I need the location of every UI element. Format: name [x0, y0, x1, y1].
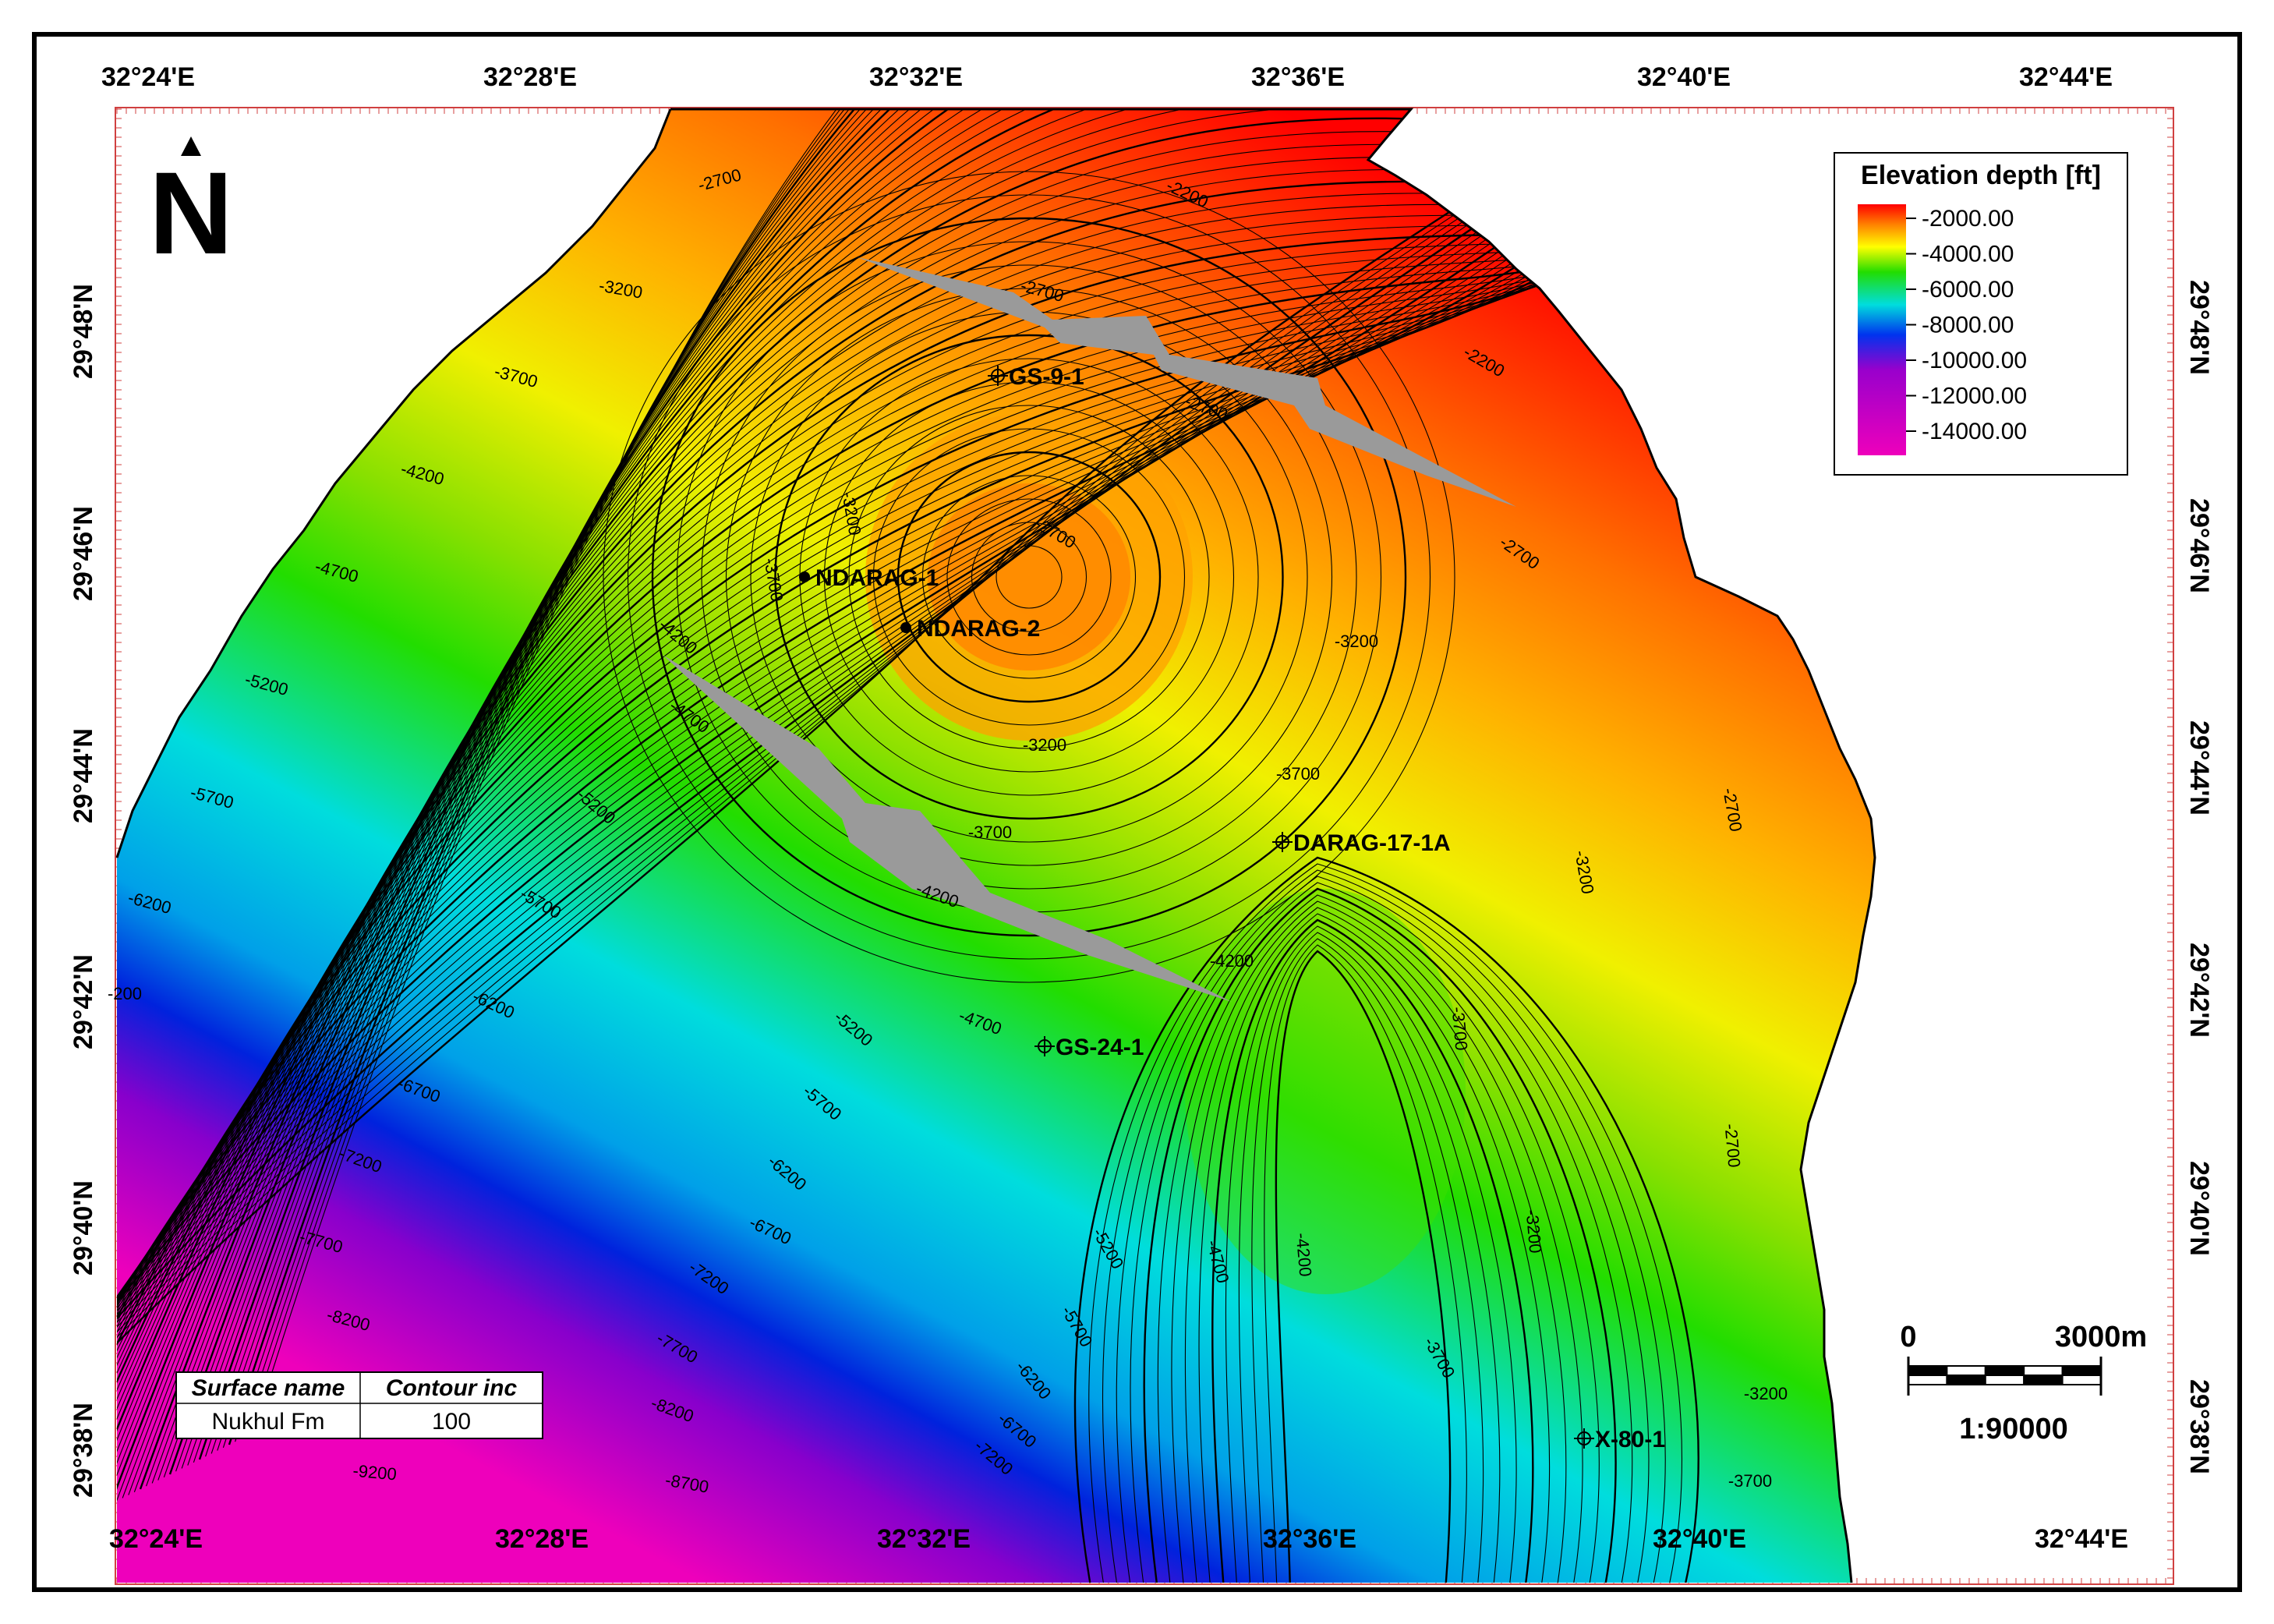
contour-label: -3700: [1448, 1006, 1472, 1051]
latitude-label-right: 29°44'N: [2184, 720, 2214, 816]
longitude-label-top: 32°40'E: [1637, 62, 1731, 92]
page-frame: [32, 32, 2242, 1592]
longitude-label-bottom: 32°44'E: [2035, 1524, 2128, 1554]
legend-entries: -2000.00 -4000.00 -6000.00 -8000.00 -10000.0…: [1906, 206, 2027, 444]
longitude-label-bottom: 32°28'E: [495, 1524, 589, 1554]
well-label: GS-24-1: [1056, 1035, 1144, 1060]
latitude-label-right: 29°38'N: [2184, 1379, 2214, 1474]
surface-boundary-west: [115, 108, 672, 858]
scale-bar: 0 3000m 1:90000: [1900, 1321, 2147, 1445]
well-marker[interactable]: DARAG-17-1A: [1272, 830, 1451, 856]
north-arrow: N: [149, 136, 233, 278]
contour-label: -200: [108, 984, 142, 1003]
scale-bar-segments: [1907, 1357, 2102, 1396]
longitude-label-bottom: 32°32'E: [877, 1524, 971, 1554]
fault-polygon-north: [858, 257, 1516, 507]
contour-label: -3700: [1276, 764, 1320, 784]
latitude-labels-left: 29°48'N 29°46'N 29°44'N 29°42'N 29°40'N 29°38…: [69, 284, 98, 1498]
longitude-label-bottom: 32°24'E: [109, 1524, 203, 1554]
legend-title: Elevation depth [ft]: [1861, 161, 2101, 190]
scale-end-label: 3000m: [2055, 1321, 2147, 1353]
latitude-label-left: 29°44'N: [69, 728, 98, 823]
contour-label: -3200: [1335, 632, 1378, 651]
legend-entry: -6000.00: [1922, 277, 2014, 303]
latitude-label-left: 29°46'N: [69, 506, 98, 601]
longitude-label-top: 32°32'E: [869, 62, 963, 92]
contour-label: -4200: [1210, 951, 1254, 971]
longitude-label-top: 32°44'E: [2019, 62, 2113, 92]
contour-label: -4200: [1293, 1232, 1316, 1277]
latitude-label-right: 29°42'N: [2184, 943, 2214, 1038]
latitude-label-right: 29°46'N: [2184, 498, 2214, 593]
latitude-label-left: 29°48'N: [69, 284, 98, 379]
contour-label: -3200: [1744, 1384, 1788, 1403]
legend-entry: -10000.00: [1922, 348, 2027, 373]
scale-start-label: 0: [1900, 1321, 1916, 1353]
legend-entry: -12000.00: [1922, 384, 2027, 409]
fault-polygon-south: [663, 655, 1232, 1002]
contour-label: -3200: [1522, 1208, 1546, 1254]
contour-label: -3700: [1728, 1471, 1772, 1491]
longitude-label-top: 32°28'E: [483, 62, 577, 92]
well-marker[interactable]: X-80-1: [1574, 1427, 1665, 1452]
contour-label: -3700: [968, 823, 1012, 842]
well-dot-icon: [799, 571, 810, 582]
legend-entry: -2000.00: [1922, 206, 2014, 232]
legend-color-ramp: [1858, 204, 1906, 455]
well-label: DARAG-17-1A: [1293, 830, 1451, 856]
latitude-labels-right: 29°48'N 29°46'N 29°44'N 29°42'N 29°40'N 29°38…: [2184, 280, 2214, 1474]
wells-layer: GS-9-1 NDARAG-1 NDARAG-2 DARAG-17-1A GS-24-1…: [799, 364, 1665, 1452]
info-table-box: [175, 1371, 543, 1439]
well-marker[interactable]: NDARAG-1: [799, 565, 939, 591]
legend-entry: -4000.00: [1922, 242, 2014, 267]
longitude-label-top: 32°24'E: [101, 62, 195, 92]
contour-label: -9200: [352, 1461, 398, 1484]
longitude-labels-top: 32°24'E 32°28'E 32°32'E 32°36'E 32°40'E 32°44…: [101, 62, 2113, 92]
north-arrow-icon: [181, 136, 201, 156]
well-label: NDARAG-1: [815, 565, 939, 591]
scale-ratio-label: 1:90000: [1959, 1413, 2067, 1445]
north-letter: N: [149, 147, 233, 278]
contour-label: -3200: [1023, 735, 1066, 755]
latitude-label-left: 29°40'N: [69, 1180, 98, 1275]
legend-entry: -14000.00: [1922, 419, 2027, 444]
legend: Elevation depth [ft] -2000.00 -4000.00 -60…: [1834, 152, 2128, 476]
info-header-surface: Surface name: [192, 1375, 345, 1401]
longitude-labels-bottom: 32°24'E 32°28'E 32°32'E 32°36'E 32°40'E 32°44…: [109, 1524, 2128, 1554]
well-dot-icon: [900, 622, 911, 633]
latitude-label-left: 29°42'N: [69, 954, 98, 1049]
well-marker[interactable]: GS-9-1: [988, 364, 1084, 390]
latitude-label-left: 29°38'N: [69, 1403, 98, 1498]
info-table: Surface name Contour inc Nukhul Fm 100: [175, 1371, 543, 1439]
legend-entry: -8000.00: [1922, 313, 2014, 338]
well-marker[interactable]: NDARAG-2: [900, 616, 1040, 642]
longitude-label-bottom: 32°40'E: [1653, 1524, 1746, 1554]
well-label: GS-9-1: [1009, 364, 1084, 390]
info-value-surface: Nukhul Fm: [211, 1409, 324, 1435]
surface-boundary-east: [670, 108, 1876, 1583]
longitude-label-bottom: 32°36'E: [1263, 1524, 1356, 1554]
well-label: X-80-1: [1595, 1427, 1665, 1452]
info-value-contour: 100: [432, 1409, 471, 1435]
latitude-label-right: 29°48'N: [2184, 280, 2214, 375]
longitude-label-top: 32°36'E: [1251, 62, 1345, 92]
latitude-label-right: 29°40'N: [2184, 1161, 2214, 1256]
contour-label: -2700: [1721, 1123, 1745, 1168]
well-marker[interactable]: GS-24-1: [1034, 1035, 1144, 1060]
info-header-contour: Contour inc: [386, 1375, 518, 1401]
well-label: NDARAG-2: [917, 616, 1040, 642]
